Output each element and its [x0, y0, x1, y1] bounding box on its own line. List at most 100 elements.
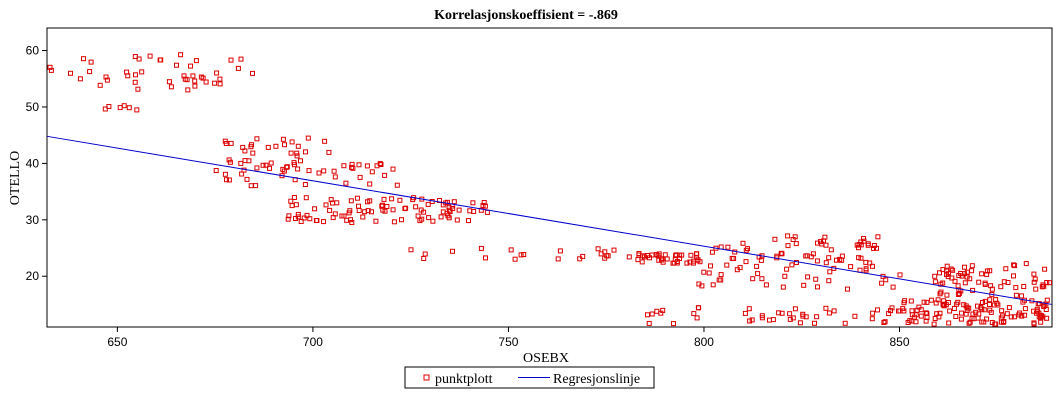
data-point [696, 305, 702, 311]
data-point [139, 69, 145, 75]
data-point [348, 198, 354, 204]
data-point [831, 308, 837, 314]
data-point [356, 203, 361, 209]
data-point [867, 260, 873, 266]
legend-label-points: punktplott [435, 372, 493, 387]
data-point [656, 257, 662, 263]
data-point [147, 53, 153, 59]
data-point [785, 233, 791, 239]
data-point [688, 252, 694, 258]
regression-line-layer [46, 135, 1053, 305]
data-point [97, 82, 103, 88]
data-point [430, 218, 436, 224]
data-point [185, 87, 191, 93]
data-point [134, 107, 140, 113]
data-point [911, 314, 917, 320]
data-point [268, 160, 274, 166]
data-point [800, 313, 806, 319]
data-point [1042, 266, 1048, 272]
data-point [1031, 321, 1037, 327]
data-point [334, 200, 340, 206]
data-point [322, 138, 328, 144]
data-point [909, 318, 915, 324]
data-point [654, 308, 660, 314]
data-point [133, 72, 138, 78]
data-point [295, 214, 301, 220]
data-point [879, 280, 885, 286]
data-point [284, 164, 290, 170]
data-point [48, 67, 54, 73]
data-point [508, 247, 514, 253]
data-point [380, 202, 385, 208]
data-point [330, 200, 335, 206]
data-point [763, 282, 769, 288]
data-point [88, 59, 94, 65]
data-point [238, 160, 244, 166]
data-point [168, 84, 174, 90]
data-point [242, 148, 248, 154]
data-point [935, 297, 941, 303]
data-point [1033, 286, 1039, 292]
data-point [819, 241, 825, 247]
data-point [755, 271, 761, 277]
data-point [871, 243, 877, 248]
data-point [679, 252, 685, 258]
data-point [976, 279, 982, 285]
data-point [285, 216, 291, 222]
data-point [1022, 312, 1028, 318]
data-point [980, 300, 985, 305]
data-point [1005, 280, 1011, 285]
data-point [360, 214, 366, 220]
data-point [826, 255, 832, 261]
data-point [967, 276, 973, 282]
data-point [415, 213, 421, 219]
data-point [626, 254, 632, 260]
data-point [964, 308, 970, 313]
data-point [928, 297, 934, 303]
data-point [293, 202, 299, 208]
legend-label-line: Regresjonslinje [553, 372, 640, 387]
data-point [390, 207, 396, 213]
data-point [246, 158, 252, 164]
data-point [961, 302, 967, 308]
data-point [364, 163, 370, 169]
data-point [962, 271, 967, 277]
data-point [302, 182, 308, 187]
data-point [295, 166, 301, 172]
data-point [909, 308, 915, 314]
data-point [466, 218, 471, 224]
data-point [313, 218, 319, 223]
data-point [982, 298, 988, 304]
y-axis-label: OTELLO [8, 151, 23, 205]
data-point [450, 248, 455, 254]
data-point [273, 143, 279, 149]
data-point [378, 162, 384, 167]
data-point [780, 284, 786, 290]
data-point [1003, 266, 1009, 272]
data-point [1019, 293, 1024, 299]
data-point [1000, 313, 1005, 319]
data-point [254, 165, 260, 171]
data-point [125, 73, 131, 79]
data-point [991, 302, 997, 308]
data-point [999, 308, 1005, 314]
data-point [691, 311, 697, 317]
data-point [940, 280, 946, 286]
data-point [724, 262, 730, 268]
data-point [382, 208, 388, 214]
data-point [267, 165, 272, 171]
data-point [1044, 315, 1050, 321]
data-point [955, 283, 961, 289]
data-point [354, 195, 360, 201]
data-point [987, 297, 993, 303]
y-tick-label: 20 [26, 269, 40, 283]
data-point [653, 252, 659, 258]
data-point [747, 318, 753, 324]
data-point [1047, 280, 1052, 286]
data-point [1038, 319, 1044, 325]
data-point [740, 240, 746, 246]
data-point [223, 141, 229, 146]
data-point [214, 70, 220, 76]
data-point [328, 197, 334, 203]
data-point [181, 73, 187, 79]
